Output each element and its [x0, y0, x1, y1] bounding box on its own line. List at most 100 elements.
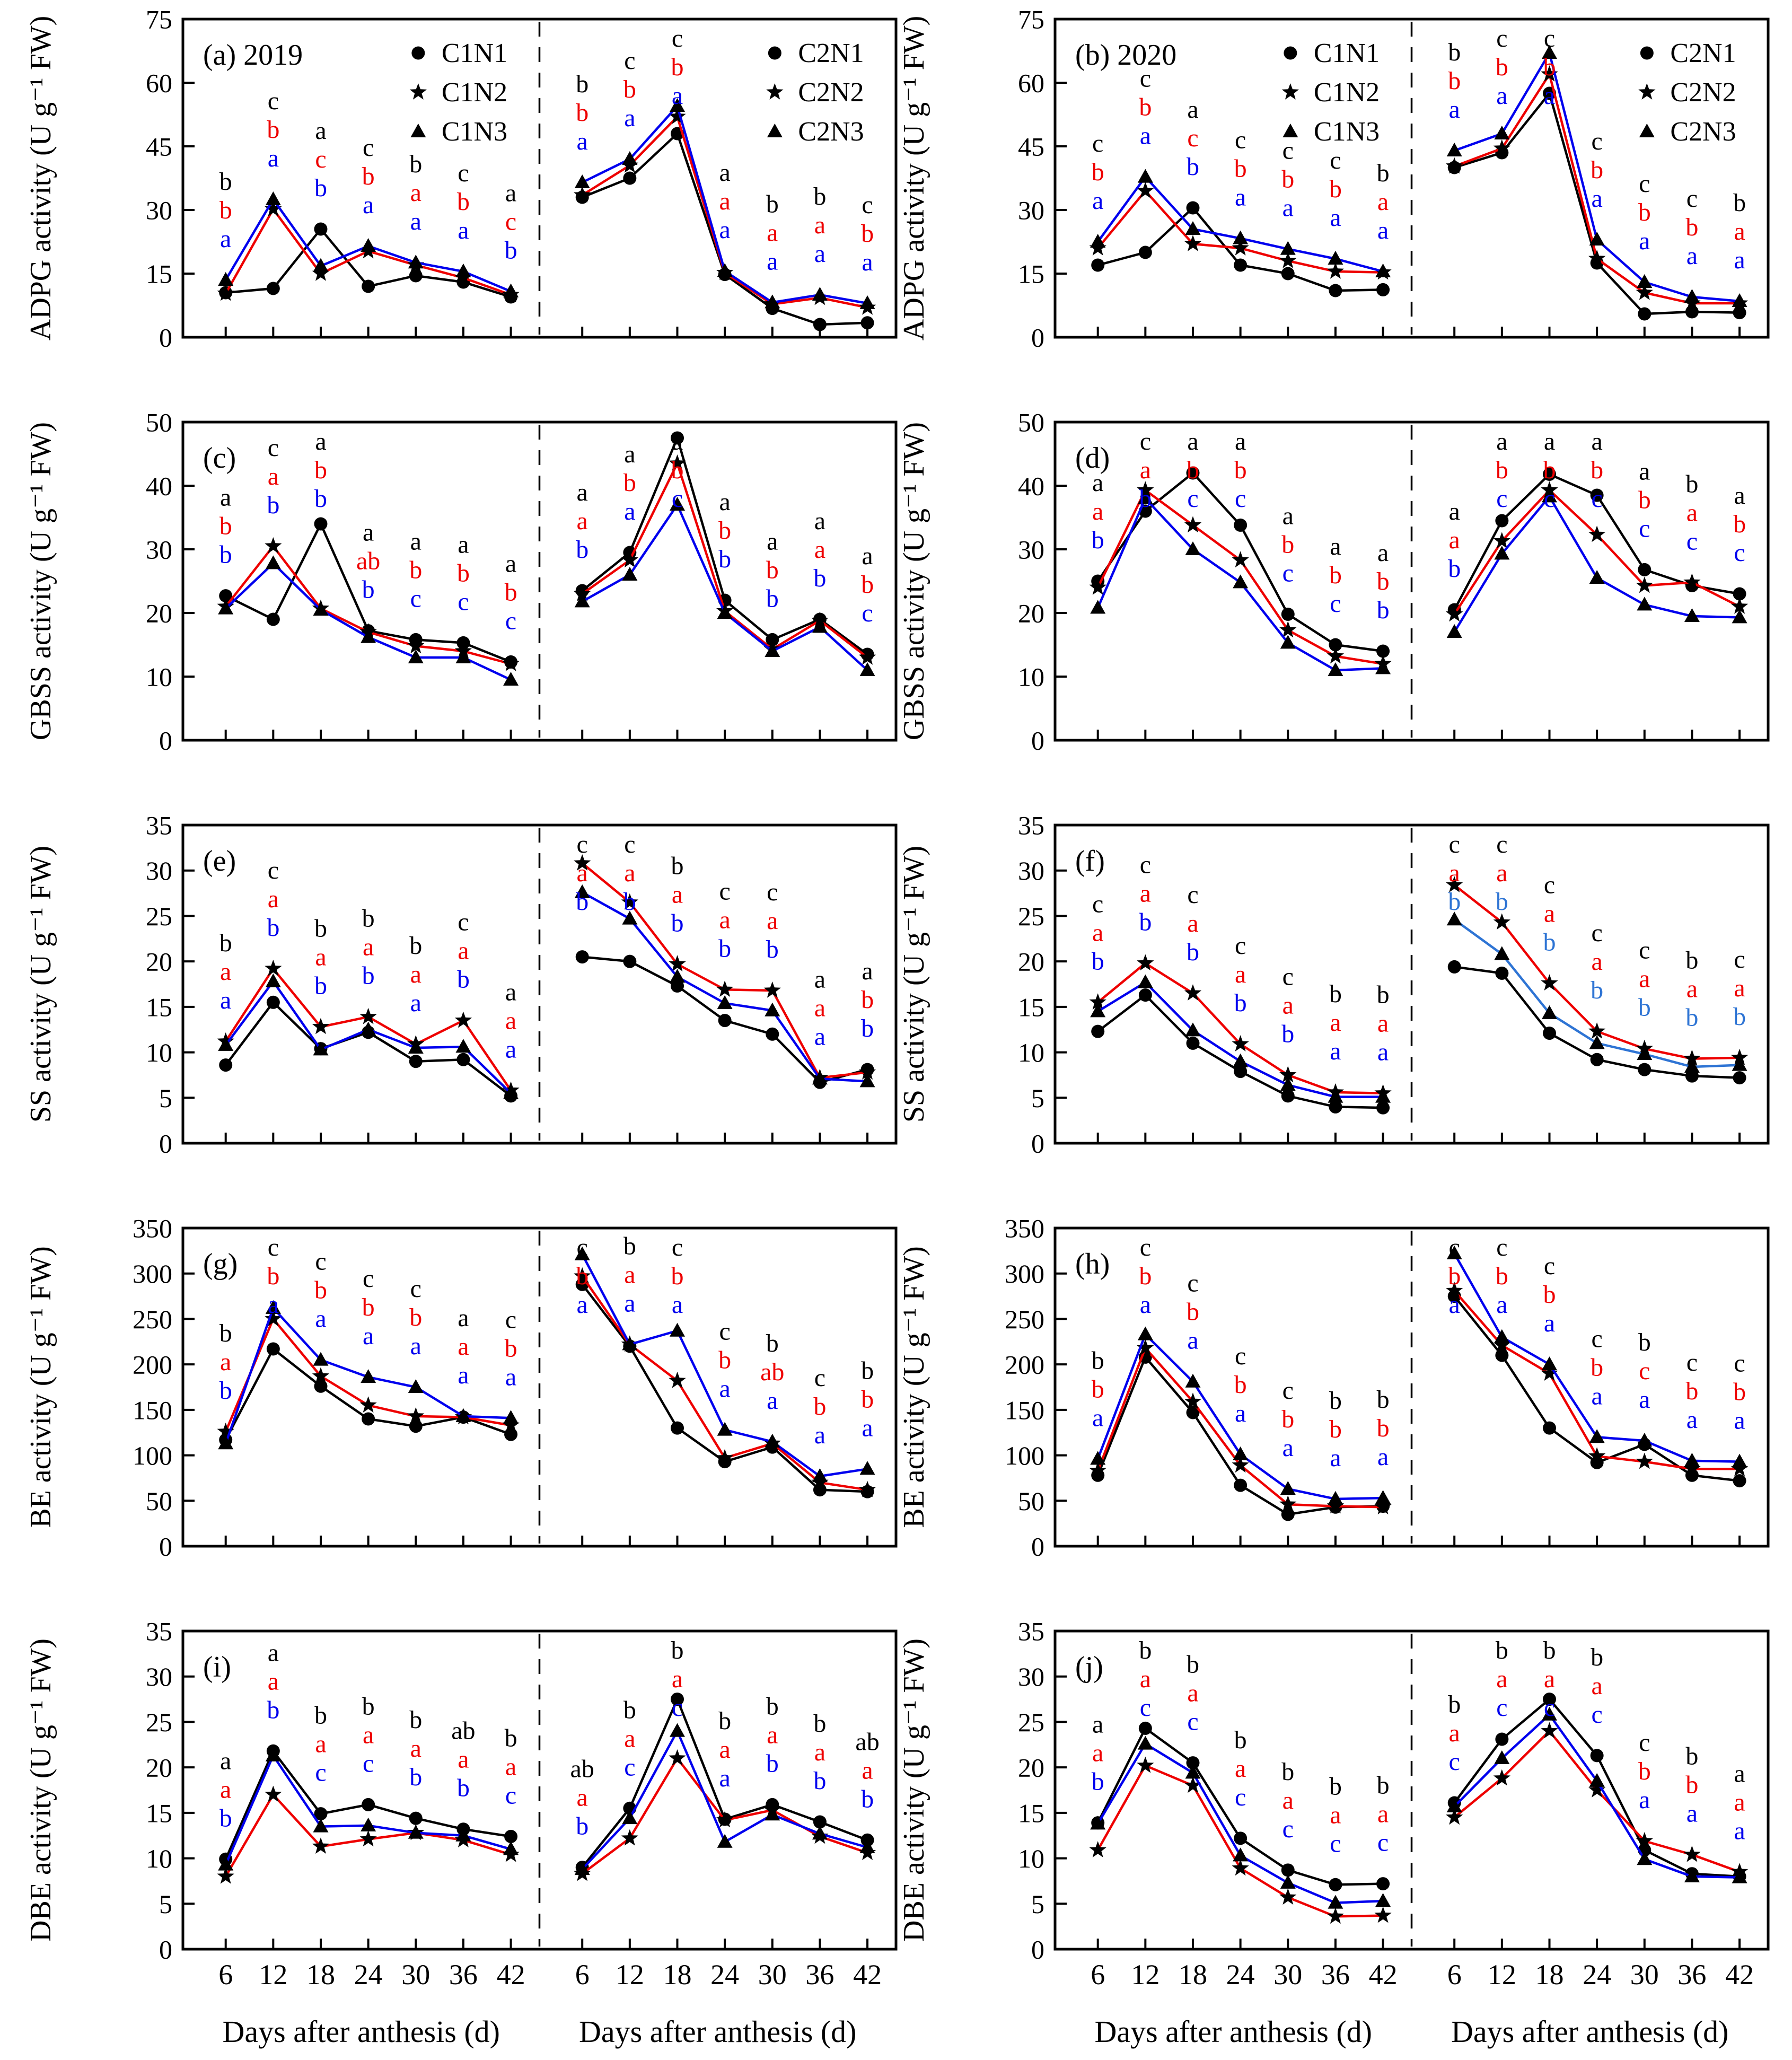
y-tick-label: 25	[1018, 901, 1044, 931]
sig-letter-c1n1: a	[1187, 427, 1198, 455]
sig-letter-c2n3: a	[814, 240, 825, 268]
#0000ee-triangle-marker	[455, 1039, 471, 1053]
sig-letter-c1n2: a	[220, 1348, 231, 1376]
#ee0000-star-marker	[1541, 1364, 1558, 1381]
x-tick-label: 36	[1321, 1959, 1350, 1991]
sig-letter-c1n1: b	[314, 915, 327, 943]
sig-letter-c1n3: b	[314, 174, 327, 202]
sig-letter-c2n1: c	[1686, 1348, 1698, 1377]
sig-letter-c2n2: a	[1449, 859, 1460, 887]
#000000-circle-marker	[670, 1421, 684, 1435]
#ee0000-star-marker	[1137, 481, 1154, 498]
sig-letter-c1n3: a	[1187, 1327, 1198, 1355]
x-axis-title: Days after anthesis (d)	[1451, 2014, 1728, 2049]
sig-letter-c1n3: b	[505, 236, 517, 265]
#000000-circle-marker	[409, 269, 423, 283]
#000000-circle-marker	[314, 1379, 328, 1393]
sig-letter-c2n1: c	[1591, 919, 1602, 947]
sig-letter-c1n2: a	[363, 933, 374, 961]
y-tick-label: 20	[1018, 947, 1044, 977]
sig-letter-c1n2: b	[362, 1293, 375, 1321]
#ee0000-star-marker	[359, 1830, 377, 1847]
sig-letter-c1n3: b	[1092, 1768, 1104, 1796]
sig-letter-c2n2: a	[1496, 859, 1507, 887]
#000000-circle-marker	[1186, 1406, 1200, 1419]
sig-letter-c2n2: b	[861, 1385, 874, 1413]
sig-letter-c1n1: a	[458, 530, 469, 558]
sig-letter-c2n2: a	[1734, 217, 1745, 246]
#000000-circle-marker	[504, 1829, 518, 1843]
sig-letter-c2n1: b	[1685, 470, 1698, 498]
sig-letter-c1n1: b	[1281, 1758, 1294, 1786]
#0000ee-triangle-marker	[574, 174, 590, 188]
sig-letter-c2n3: c	[1496, 1694, 1507, 1722]
y-tick-label: 350	[133, 1214, 172, 1243]
sig-letter-c1n3: b	[1092, 947, 1104, 975]
y-tick-label: 20	[1018, 599, 1044, 628]
legend-label-c1n1: C1N1	[1314, 38, 1380, 68]
x-tick-label: 24	[710, 1959, 739, 1991]
sig-letter-c1n2: a	[1282, 1786, 1294, 1814]
#0000ee-triangle-marker	[1637, 597, 1653, 611]
#0000ee-triangle-marker	[812, 619, 828, 633]
sig-letter-c2n3: a	[672, 1291, 683, 1319]
sig-letter-c1n1: b	[362, 1692, 375, 1720]
sig-letter-c2n3: b	[671, 909, 683, 937]
y-tick-label: 20	[146, 947, 172, 977]
#ee0000-star-marker	[669, 955, 686, 971]
sig-letter-c1n1: c	[315, 1248, 326, 1276]
sig-letter-c2n1: c	[1449, 1233, 1460, 1261]
sig-letter-c1n3: b	[219, 1804, 232, 1832]
sig-letter-c1n2: a	[1377, 1800, 1389, 1828]
sig-letter-c1n1: c	[1282, 1377, 1294, 1405]
#000000-circle-marker	[1281, 1863, 1295, 1877]
sig-letter-c2n1: b	[766, 1329, 779, 1357]
sig-letter-c2n1: c	[1544, 871, 1555, 899]
#000000-circle-marker	[1376, 1877, 1390, 1891]
sig-letter-c2n2: a	[577, 859, 588, 887]
y-tick-label: 0	[159, 726, 172, 756]
#000000-circle-marker	[670, 431, 684, 445]
#ee0000-star-marker	[265, 959, 282, 976]
sig-letter-c1n3: b	[1187, 153, 1199, 181]
#ee0000-star-marker	[1281, 83, 1299, 100]
sig-letter-c1n1: c	[1282, 962, 1294, 990]
#000000-circle-marker	[1329, 284, 1342, 297]
sig-letter-c2n3: c	[1496, 485, 1507, 513]
y-tick-label: 75	[1018, 5, 1044, 34]
sig-letter-c2n3: b	[766, 584, 779, 612]
sig-letter-c1n2: b	[1092, 1375, 1104, 1403]
#ee0000-star-marker	[1446, 157, 1463, 174]
#ee0000-star-marker	[669, 108, 686, 124]
#ee0000-star-marker	[1588, 1022, 1606, 1039]
#0000ee-triangle-marker	[1185, 541, 1201, 555]
#0000ee-triangle-marker	[1185, 1765, 1201, 1779]
sig-letter-c2n1: a	[577, 478, 588, 506]
#0000ee-triangle-marker	[859, 662, 875, 676]
y-tick-label: 10	[1018, 1844, 1044, 1873]
sig-letter-c2n1: c	[1686, 185, 1698, 213]
sig-letter-c1n2: a	[1187, 909, 1198, 937]
y-axis-title: SS activity (U g⁻¹ FW)	[24, 846, 57, 1123]
#ee0000-star-marker	[574, 186, 591, 203]
sig-letter-c2n3: b	[576, 1812, 588, 1840]
#ee0000-star-marker	[1137, 182, 1154, 198]
sig-letter-c2n2: b	[671, 1262, 683, 1290]
y-tick-label: 40	[146, 471, 172, 501]
#000000-circle-marker	[314, 222, 328, 236]
sig-letter-c2n2: b	[1448, 1262, 1461, 1290]
sig-letter-c2n1: b	[766, 190, 779, 218]
x-tick-label: 42	[497, 1959, 525, 1991]
sig-letter-c2n3: b	[1543, 928, 1556, 956]
#0000ee-triangle-marker	[503, 1410, 519, 1424]
sig-letter-c1n2: b	[1187, 1298, 1199, 1326]
#0000ee-triangle-marker	[1328, 1491, 1343, 1505]
#ee0000-star-marker	[716, 1449, 734, 1466]
#0000ee-triangle-marker	[812, 1071, 828, 1085]
y-tick-label: 0	[1031, 1935, 1044, 1965]
sig-letter-c2n1: b	[718, 1707, 731, 1735]
#0000ee-triangle-marker	[1280, 241, 1296, 255]
#ee0000-star-marker	[1683, 1845, 1701, 1862]
legend-label-c1n1: C1N1	[442, 38, 507, 68]
#000000-circle-marker	[456, 1053, 470, 1066]
